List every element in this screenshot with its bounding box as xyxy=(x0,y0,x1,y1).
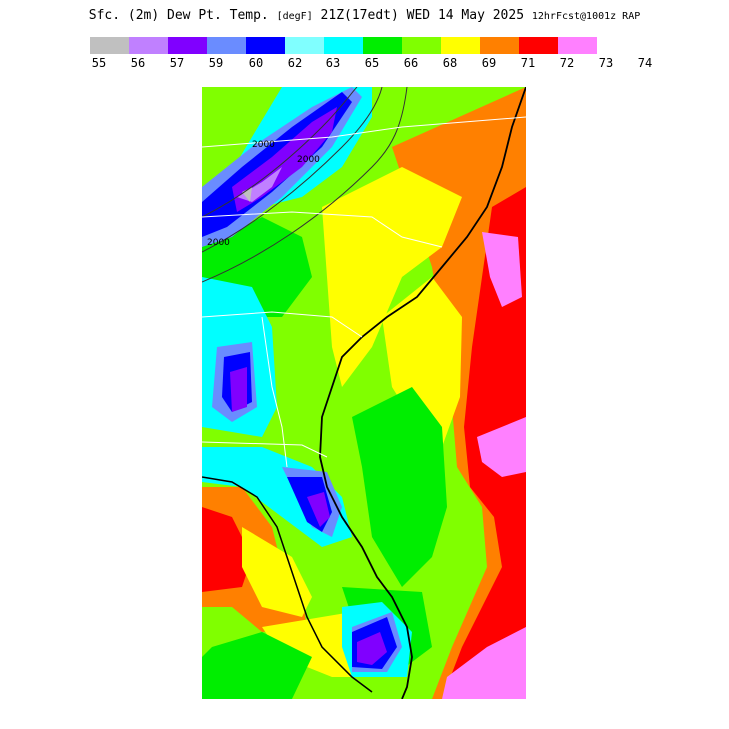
legend-swatch xyxy=(246,37,285,54)
legend-tick-label: 73 xyxy=(598,56,614,70)
field-region-57-southwest xyxy=(307,492,330,527)
field-region-65-central xyxy=(352,387,447,587)
map-svg: 2000 2000 2000 xyxy=(202,87,526,699)
coastline xyxy=(319,87,526,699)
legend-swatch xyxy=(441,37,480,54)
field-region-71-west xyxy=(202,507,252,592)
state-border xyxy=(202,116,526,148)
legend-swatch xyxy=(480,37,519,54)
legend-swatch xyxy=(168,37,207,54)
legend-tick-label: 57 xyxy=(169,56,185,70)
legend-tick-label: 69 xyxy=(481,56,497,70)
legend-swatch xyxy=(402,37,441,54)
field-region-65-southwest xyxy=(202,632,312,699)
field-region-55-north xyxy=(242,187,252,202)
field-region-68-north xyxy=(322,167,462,387)
legend-tick-label: 55 xyxy=(91,56,107,70)
contour-line xyxy=(202,87,358,218)
legend-swatch xyxy=(324,37,363,54)
state-border xyxy=(202,311,363,338)
legend-tick-label: 59 xyxy=(208,56,224,70)
title-field: Sfc. (2m) Dew Pt. Temp. xyxy=(88,8,269,23)
legend-swatch xyxy=(558,37,597,54)
legend-tick-label: 65 xyxy=(364,56,380,70)
field-region-72-east xyxy=(477,417,526,477)
contour-label: 2000 xyxy=(297,155,320,165)
legend-swatch xyxy=(129,37,168,54)
legend-tick-label: 60 xyxy=(248,56,264,70)
legend-tick-label: 63 xyxy=(325,56,341,70)
legend-swatch xyxy=(519,37,558,54)
legend-tick-label: 66 xyxy=(403,56,419,70)
chart-title: Sfc. (2m) Dew Pt. Temp. [degF] 21Z(17edt… xyxy=(0,8,729,23)
legend-tick-label: 56 xyxy=(130,56,146,70)
state-border xyxy=(202,211,443,248)
state-border xyxy=(202,441,328,458)
color-legend-bar xyxy=(90,37,597,54)
dewpoint-map: 2000 2000 2000 xyxy=(202,87,526,699)
field-region-68-southwest xyxy=(242,527,312,617)
field-region-68-central xyxy=(382,277,462,447)
contour-line xyxy=(202,87,383,253)
contour-label: 2000 xyxy=(207,238,230,248)
field-region-72-northeast xyxy=(482,232,522,307)
title-valid-time: 21Z(17edt) WED 14 May 2025 xyxy=(320,8,525,23)
legend-swatch xyxy=(90,37,129,54)
legend-tick-label: 62 xyxy=(287,56,303,70)
field-region-57-south xyxy=(357,632,387,665)
legend-tick-label: 72 xyxy=(559,56,575,70)
field-region-72-southeast xyxy=(442,627,526,699)
legend-swatch xyxy=(363,37,402,54)
legend-swatch xyxy=(207,37,246,54)
field-region-57-west xyxy=(230,367,247,412)
state-border xyxy=(261,316,288,468)
title-units: [degF] xyxy=(276,11,313,22)
legend-swatch xyxy=(285,37,324,54)
legend-tick-label: 68 xyxy=(442,56,458,70)
gulf-coastline xyxy=(202,476,373,693)
contour-label: 2000 xyxy=(252,140,275,150)
title-model-run: 12hrFcst@1001z RAP xyxy=(531,11,641,22)
legend-tick-label: 74 xyxy=(637,56,653,70)
contour-line xyxy=(202,87,408,283)
legend-tick-label: 71 xyxy=(520,56,536,70)
